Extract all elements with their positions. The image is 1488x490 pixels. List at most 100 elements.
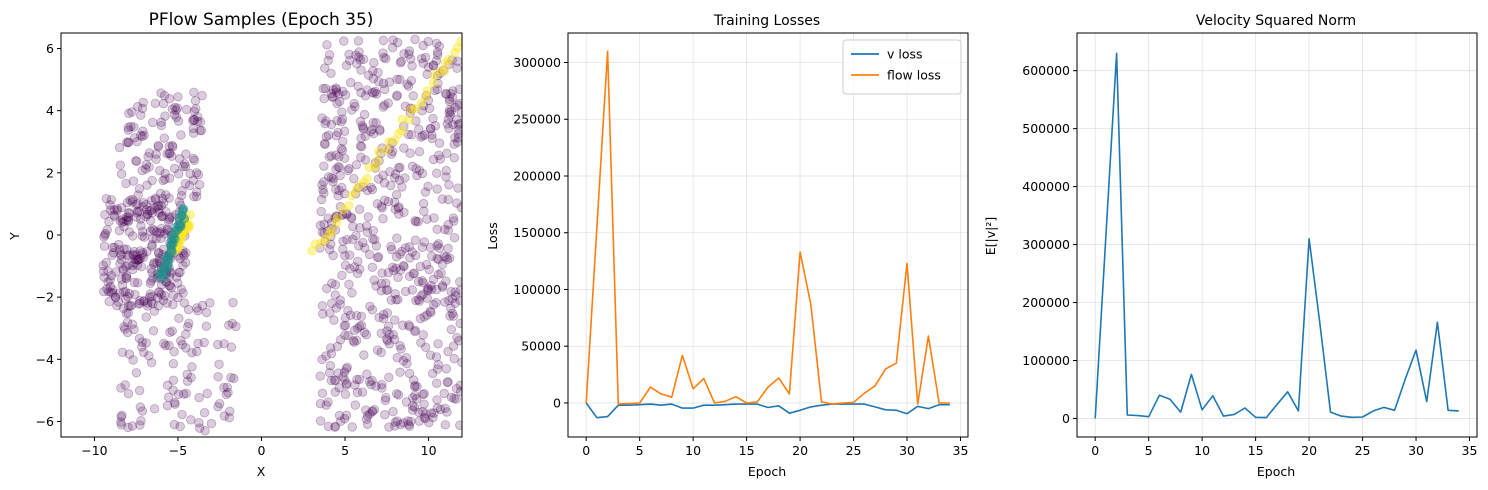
y-tick-label: 0 (553, 395, 561, 410)
scatter-point (336, 117, 346, 127)
scatter-point (384, 372, 394, 382)
scatter-point (362, 185, 373, 196)
scatter-point (326, 68, 336, 78)
scatter-point (367, 305, 378, 315)
scatter-point (386, 295, 396, 305)
scatter-point (444, 295, 454, 306)
scatter-point (146, 195, 157, 206)
scatter-point (133, 255, 143, 265)
scatter-point (320, 63, 330, 73)
y-tick-label: 400000 (1022, 179, 1070, 194)
scatter-point (392, 74, 402, 85)
scatter-point (453, 133, 462, 143)
scatter-point (372, 345, 383, 355)
scatter-point (115, 258, 125, 269)
series-line-v-loss (585, 402, 950, 419)
scatter-point (419, 206, 429, 216)
scatter-point (426, 284, 437, 295)
scatter-point (181, 343, 191, 353)
scatter-point (152, 227, 162, 237)
scatter-point (144, 351, 154, 361)
scatter-point (373, 155, 383, 166)
scatter-point (378, 213, 388, 224)
scatter-point (135, 420, 145, 430)
scatter-point (443, 114, 453, 125)
y-tick-label: −2 (36, 290, 54, 305)
scatter-point (129, 250, 139, 261)
scatter-point (159, 338, 169, 349)
scatter-point (135, 130, 146, 140)
scatter-point (422, 310, 432, 320)
scatter-point (394, 175, 405, 185)
scatter-point (455, 318, 462, 329)
scatter-point (378, 35, 389, 46)
scatter-point (442, 148, 452, 159)
scatter-point (418, 278, 428, 288)
scatter-point (156, 233, 166, 243)
scatter-point (174, 267, 184, 278)
scatter-point (428, 412, 438, 423)
scatter-point (407, 401, 418, 411)
scatter-point (409, 402, 420, 412)
scatter-point (131, 199, 141, 210)
scatter-point (447, 293, 457, 304)
scatter-point (432, 184, 442, 194)
scatter-point (419, 412, 429, 423)
scatter-point (187, 348, 197, 358)
scatter-point (437, 194, 447, 204)
scatter-point (355, 55, 366, 65)
scatter-point (149, 404, 160, 414)
scatter-point (205, 298, 215, 308)
scatter-point (398, 356, 409, 366)
scatter-point (191, 168, 202, 178)
scatter-point (122, 317, 133, 328)
scatter-point (360, 155, 371, 165)
scatter-point (437, 282, 448, 292)
scatter-point (353, 36, 364, 46)
scatter-point (325, 343, 336, 353)
scatter-point (99, 232, 109, 242)
scatter-point (352, 387, 363, 398)
scatter-point (143, 151, 153, 162)
x-tick-label: −10 (81, 443, 107, 458)
scatter-point (124, 250, 134, 260)
scatter-point (137, 131, 147, 142)
scatter-point (190, 96, 201, 106)
scatter-point (334, 162, 345, 172)
x-tick-label: 20 (1301, 443, 1317, 458)
scatter-point (172, 103, 183, 113)
scatter-point (389, 334, 400, 345)
scatter-point (443, 219, 453, 230)
scatter-point (133, 206, 143, 216)
scatter-point (123, 308, 134, 318)
x-axis-label: Epoch (1257, 464, 1295, 479)
scatter-point (390, 417, 401, 427)
scatter-point (448, 213, 459, 223)
scatter-point (110, 292, 121, 302)
y-tick-label: 250000 (513, 112, 561, 127)
scatter-point (368, 234, 378, 245)
scatter-point (182, 369, 192, 380)
scatter-point (150, 195, 161, 205)
scatter-point (429, 213, 439, 223)
scatter-point (119, 322, 129, 332)
scatter-point (386, 241, 396, 252)
scatter-point (146, 357, 157, 368)
scatter-point (317, 113, 327, 123)
scatter-point (317, 301, 328, 311)
scatter-point (178, 389, 189, 399)
x-axis-label: Epoch (748, 464, 786, 479)
scatter-point (454, 84, 462, 94)
scatter-point (138, 126, 148, 136)
scatter-point (136, 262, 147, 272)
scatter-point (393, 203, 404, 213)
legend: v loss flow loss (842, 39, 962, 95)
scatter-point (195, 117, 206, 127)
scatter-point (339, 126, 350, 136)
scatter-point (349, 337, 360, 347)
scatter-point (187, 362, 197, 372)
scatter-point (340, 375, 350, 385)
scatter-point (412, 381, 422, 392)
scatter-point (127, 107, 137, 117)
scatter-point (443, 346, 453, 357)
